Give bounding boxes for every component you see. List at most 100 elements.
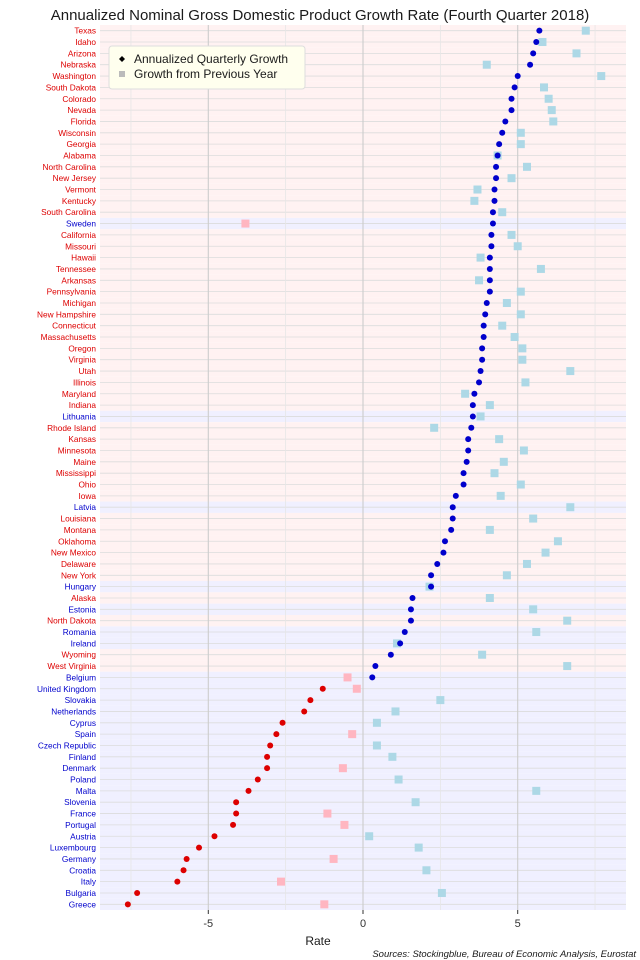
series-yearly-growth bbox=[241, 26, 606, 909]
legend-yearly-marker bbox=[119, 71, 125, 77]
legend-quarterly-marker bbox=[119, 56, 125, 62]
category-label-denmark: Denmark bbox=[62, 763, 97, 773]
quarterly-point-maine bbox=[463, 458, 470, 465]
yearly-point-luxembourg bbox=[414, 843, 423, 852]
category-label-greece: Greece bbox=[69, 899, 97, 909]
category-label-north-dakota: North Dakota bbox=[47, 616, 96, 626]
yearly-point-croatia bbox=[422, 866, 431, 875]
yearly-point-alaska bbox=[485, 593, 494, 602]
category-label-ireland: Ireland bbox=[71, 638, 97, 648]
yearly-point-greece bbox=[320, 900, 329, 909]
yearly-point-washington bbox=[597, 72, 606, 81]
yearly-point-virginia bbox=[518, 355, 527, 364]
yearly-point-lithuania bbox=[476, 412, 485, 421]
category-label-mississippi: Mississippi bbox=[56, 468, 96, 478]
category-label-florida: Florida bbox=[71, 116, 97, 126]
quarterly-point-pennsylvania bbox=[486, 288, 493, 295]
category-label-new-mexico: New Mexico bbox=[51, 548, 97, 558]
quarterly-point-idaho bbox=[533, 39, 540, 46]
category-label-west-virginia: West Virginia bbox=[47, 661, 96, 671]
yearly-point-idaho bbox=[538, 38, 547, 47]
quarterly-point-nebraska bbox=[527, 61, 534, 68]
quarterly-point-poland bbox=[254, 776, 261, 783]
quarterly-point-greece bbox=[124, 901, 131, 908]
category-label-malta: Malta bbox=[76, 786, 97, 796]
quarterly-point-austria bbox=[211, 833, 218, 840]
quarterly-point-romania bbox=[401, 629, 408, 636]
category-label-latvia: Latvia bbox=[74, 502, 97, 512]
quarterly-point-estonia bbox=[407, 606, 414, 613]
quarterly-point-germany bbox=[183, 855, 190, 862]
quarterly-point-louisiana bbox=[449, 515, 456, 522]
quarterly-point-delaware bbox=[434, 560, 441, 567]
yearly-point-wyoming bbox=[478, 650, 487, 659]
legend: Annualized Quarterly Growth Growth from … bbox=[108, 45, 306, 90]
yearly-point-north-carolina bbox=[522, 162, 531, 171]
quarterly-point-missouri bbox=[488, 243, 495, 250]
yearly-point-united-kingdom bbox=[352, 684, 361, 693]
category-label-ohio: Ohio bbox=[78, 480, 96, 490]
quarterly-point-north-dakota bbox=[407, 617, 414, 624]
yearly-point-romania bbox=[532, 628, 541, 637]
quarterly-point-indiana bbox=[469, 402, 476, 409]
quarterly-point-croatia bbox=[180, 867, 187, 874]
category-label-estonia: Estonia bbox=[68, 604, 96, 614]
quarterly-point-arizona bbox=[530, 50, 537, 57]
quarterly-point-oregon bbox=[479, 345, 486, 352]
yearly-point-ohio bbox=[516, 480, 525, 489]
category-label-wisconsin: Wisconsin bbox=[58, 128, 96, 138]
quarterly-point-portugal bbox=[230, 821, 237, 828]
category-label-minnesota: Minnesota bbox=[58, 445, 97, 455]
category-label-arkansas: Arkansas bbox=[61, 275, 96, 285]
quarterly-point-new-mexico bbox=[440, 549, 447, 556]
quarterly-point-connecticut bbox=[480, 322, 487, 329]
category-label-czech-republic: Czech Republic bbox=[38, 740, 96, 750]
yearly-point-vermont bbox=[473, 185, 482, 194]
category-label-kansas: Kansas bbox=[68, 434, 96, 444]
quarterly-point-colorado bbox=[508, 95, 515, 102]
yearly-point-tennessee bbox=[536, 264, 545, 273]
yearly-point-hawaii bbox=[476, 253, 485, 262]
quarterly-point-mississippi bbox=[460, 470, 467, 477]
category-label-south-dakota: South Dakota bbox=[46, 82, 97, 92]
category-label-hawaii: Hawaii bbox=[71, 253, 96, 263]
quarterly-point-kentucky bbox=[491, 197, 498, 204]
yearly-point-kentucky bbox=[470, 196, 479, 205]
category-label-tennessee: Tennessee bbox=[56, 264, 97, 274]
quarterly-point-washington bbox=[514, 73, 521, 80]
x-tick-label: -5 bbox=[203, 918, 213, 930]
quarterly-point-czech-republic bbox=[267, 742, 274, 749]
category-label-delaware: Delaware bbox=[61, 559, 96, 569]
quarterly-point-belgium bbox=[369, 674, 376, 681]
yearly-point-italy bbox=[277, 877, 286, 886]
quarterly-point-italy bbox=[174, 878, 181, 885]
quarterly-point-nevada bbox=[508, 107, 515, 114]
quarterly-point-new-hampshire bbox=[482, 311, 489, 318]
category-label-croatia: Croatia bbox=[69, 865, 96, 875]
quarterly-point-ohio bbox=[460, 481, 467, 488]
category-label-austria: Austria bbox=[70, 831, 96, 841]
quarterly-point-wyoming bbox=[387, 651, 394, 658]
yearly-point-portugal bbox=[340, 820, 349, 829]
quarterly-point-new-york bbox=[428, 572, 435, 579]
quarterly-point-maryland bbox=[471, 390, 478, 397]
gridlines bbox=[100, 25, 626, 910]
yearly-point-czech-republic bbox=[372, 741, 381, 750]
yearly-point-south-dakota bbox=[540, 83, 549, 92]
category-label-romania: Romania bbox=[63, 627, 97, 637]
yearly-point-poland bbox=[394, 775, 403, 784]
yearly-point-belgium bbox=[343, 673, 352, 682]
quarterly-point-france bbox=[233, 810, 240, 817]
category-label-michigan: Michigan bbox=[63, 298, 97, 308]
category-label-maryland: Maryland bbox=[62, 389, 97, 399]
yearly-point-michigan bbox=[502, 298, 511, 307]
yearly-point-delaware bbox=[522, 559, 531, 568]
yearly-point-minnesota bbox=[519, 446, 528, 455]
quarterly-point-vermont bbox=[491, 186, 498, 193]
category-label-alaska: Alaska bbox=[71, 593, 96, 603]
quarterly-point-wisconsin bbox=[499, 129, 506, 136]
legend-box bbox=[108, 45, 306, 90]
yearly-point-germany bbox=[329, 854, 338, 863]
yearly-point-missouri bbox=[513, 242, 522, 251]
category-label-nevada: Nevada bbox=[67, 105, 96, 115]
